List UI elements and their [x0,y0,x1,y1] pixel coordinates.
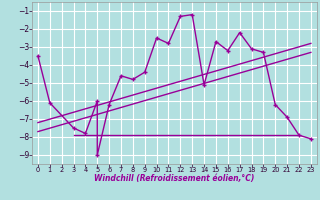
X-axis label: Windchill (Refroidissement éolien,°C): Windchill (Refroidissement éolien,°C) [94,174,255,183]
